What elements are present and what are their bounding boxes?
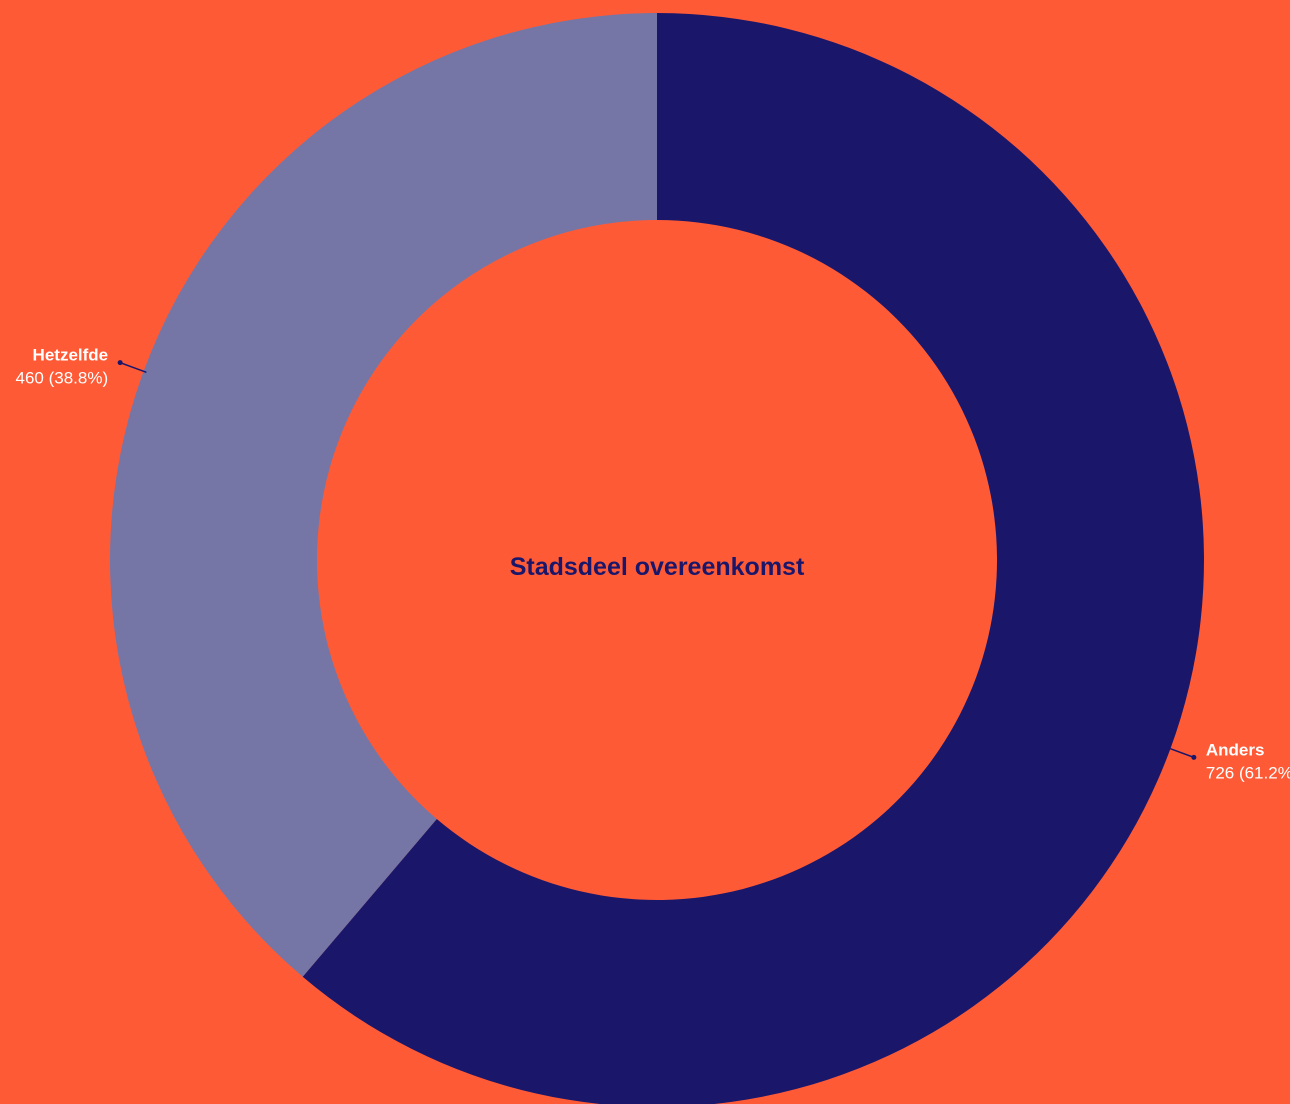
leader-line-anders: [1167, 747, 1195, 759]
leader-dot-anders: [1191, 754, 1197, 760]
slice-label-hetzelfde: Hetzelfde: [33, 346, 109, 365]
slice-value-anders: 726 (61.2%): [1206, 763, 1290, 782]
leader-lines-layer: [117, 360, 1197, 760]
slice-label-anders: Anders: [1206, 740, 1265, 759]
slice-labels-layer: Anders 726 (61.2%) Hetzelfde 460 (38.8%): [16, 346, 1290, 783]
slices-layer: [110, 13, 1204, 1104]
leader-line-hetzelfde: [119, 361, 147, 373]
slice-value-hetzelfde: 460 (38.8%): [16, 369, 109, 388]
center-title: Stadsdeel overeenkomst: [510, 553, 805, 581]
donut-slice-hetzelfde[interactable]: [110, 13, 658, 977]
donut-slice-anders[interactable]: [302, 13, 1204, 1104]
leader-dot-hetzelfde: [117, 360, 123, 366]
